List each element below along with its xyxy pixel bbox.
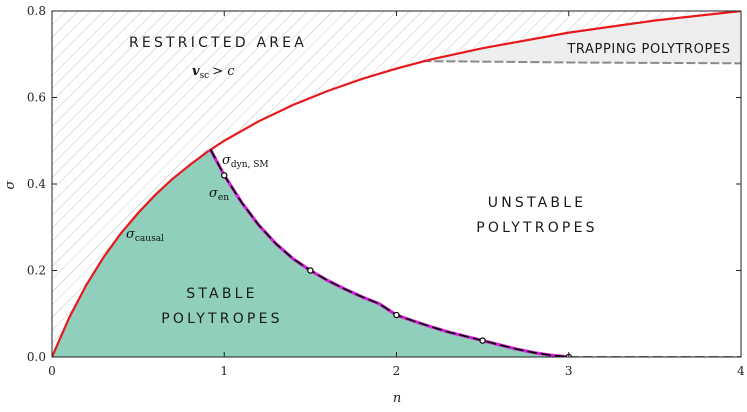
y-tick-label: 0.2 (27, 264, 46, 278)
unstable-label-line1: UNSTABLE (488, 195, 587, 211)
series-trapping-boundary-line (422, 60, 741, 65)
markers-group (221, 172, 572, 357)
y-axis-label: σ (3, 179, 18, 189)
sigma-dyn-label: σdyn, SM (222, 153, 269, 170)
sigma-causal-label: σcausal (126, 227, 164, 244)
stable-label-line2: POLYTROPES (161, 311, 282, 327)
y-tick-label: 0.8 (27, 4, 46, 18)
x-tick-label: 3 (565, 364, 573, 378)
trapping-polytropes-region (422, 11, 741, 64)
x-tick-label: 4 (737, 364, 745, 378)
marker-point (221, 172, 228, 179)
y-tick-label: 0.0 (27, 350, 46, 364)
marker-point (393, 311, 400, 319)
unstable-label-line2: POLYTROPES (476, 220, 597, 236)
restricted-v-symbol: v (192, 64, 200, 79)
x-axis: 0 1 2 3 4 (48, 11, 745, 378)
restricted-area-region (52, 11, 741, 357)
sigma-en-symbol: σ (209, 186, 219, 201)
y-tick-label: 0.4 (27, 177, 46, 191)
restricted-gt-c: > c (212, 64, 235, 79)
sigma-dyn-subscript: dyn, SM (231, 160, 269, 170)
y-tick-label: 0.6 (27, 91, 46, 105)
restricted-v-subscript: sc (200, 71, 210, 81)
stable-label-line1: STABLE (186, 286, 257, 302)
trapping-polytropes-label: TRAPPING POLYTROPES (566, 42, 730, 57)
sigma-causal-symbol: σ (126, 227, 136, 242)
restricted-area-label: RESTRICTED AREA (129, 35, 307, 51)
x-tick-label: 1 (220, 364, 228, 378)
marker-point (307, 267, 314, 274)
sigma-dyn-symbol: σ (222, 153, 232, 168)
stable-polytropes-region (52, 149, 569, 357)
x-tick-label: 2 (393, 364, 401, 378)
marker-point (479, 337, 486, 344)
sigma-causal-subscript: causal (135, 234, 164, 244)
y-axis: 0.0 0.2 0.4 0.6 0.8 (27, 4, 741, 364)
sigma-en-subscript: en (218, 193, 229, 203)
x-tick-label: 0 (48, 364, 56, 378)
series-sigma-causal-line (52, 11, 741, 357)
restricted-area-condition: vsc > c (192, 64, 235, 81)
x-axis-label: n (393, 391, 401, 406)
sigma-en-label: σen (209, 186, 229, 203)
